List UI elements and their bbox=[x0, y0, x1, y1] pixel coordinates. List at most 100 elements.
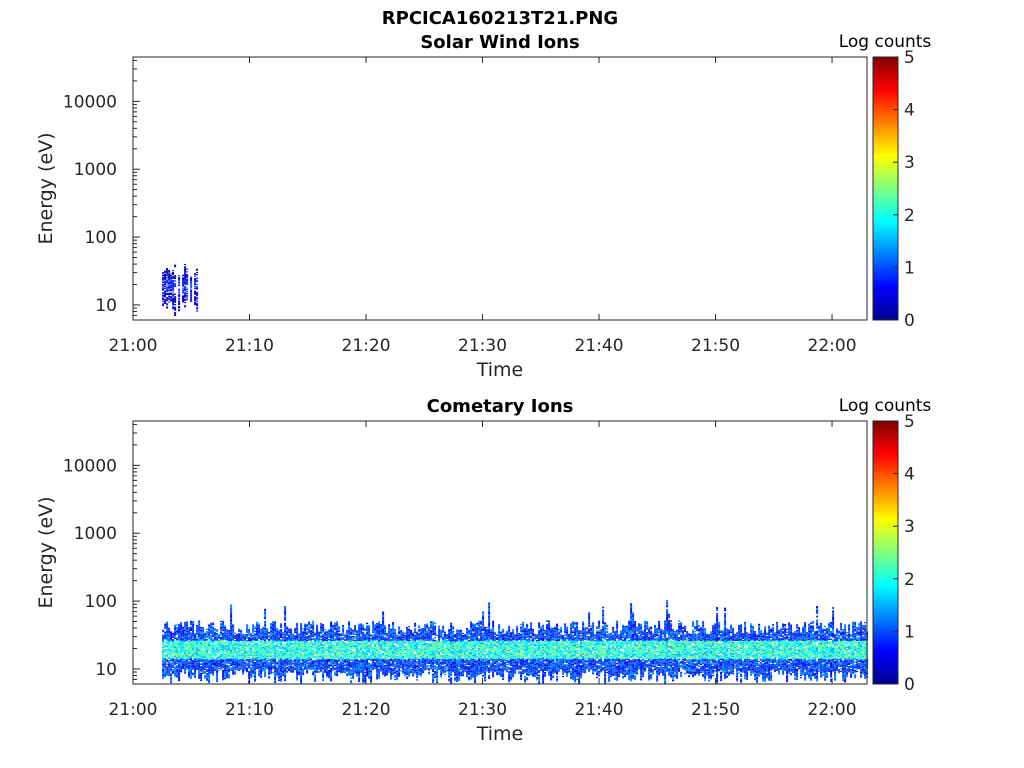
spectrogram-cell bbox=[302, 672, 305, 675]
spectrogram-cell bbox=[246, 641, 249, 643]
spectrogram-cell bbox=[312, 652, 315, 654]
spectrogram-cell bbox=[254, 627, 257, 630]
spectrogram-cell bbox=[356, 657, 359, 659]
spectrogram-cell bbox=[390, 649, 393, 651]
spectrogram-cell bbox=[300, 665, 303, 667]
spectrogram-cell bbox=[276, 628, 279, 630]
spectrogram-cell bbox=[266, 650, 269, 652]
spectrogram-cell bbox=[400, 648, 403, 650]
spectrogram-cell bbox=[234, 659, 237, 661]
spectrogram-cell bbox=[390, 659, 393, 662]
spectrogram-cell bbox=[386, 661, 389, 663]
spectrogram-cell bbox=[162, 304, 165, 306]
spectrogram-cell bbox=[288, 636, 291, 638]
spectrogram-cell bbox=[216, 656, 219, 659]
spectrogram-cell bbox=[192, 664, 195, 666]
spectrogram-cell bbox=[202, 667, 205, 669]
spectrogram-cell bbox=[326, 672, 329, 674]
spectrogram-cell bbox=[164, 293, 167, 295]
spectrogram-cell bbox=[240, 663, 243, 665]
spectrogram-cell bbox=[386, 641, 389, 643]
spectrogram-cell bbox=[368, 646, 371, 648]
spectrogram-cell bbox=[184, 662, 187, 664]
spectrogram-cell bbox=[182, 627, 185, 629]
spectrogram-cell bbox=[340, 662, 343, 664]
spectrogram-cell bbox=[370, 647, 373, 649]
spectrogram-cell bbox=[186, 640, 189, 642]
spectrogram-cell bbox=[212, 631, 215, 633]
spectrogram-cell bbox=[364, 671, 367, 674]
spectrogram-cell bbox=[342, 633, 345, 635]
spectrogram-cell bbox=[200, 633, 203, 636]
spectrogram-cell bbox=[288, 655, 291, 657]
spectrogram-cell bbox=[392, 668, 395, 670]
spectrogram-cell bbox=[196, 627, 199, 629]
spectrogram-cell bbox=[240, 638, 243, 640]
spectrogram-cell bbox=[334, 627, 337, 630]
spectrogram-cell bbox=[240, 640, 243, 642]
spectrogram-cell bbox=[202, 633, 205, 635]
spectrogram-cell bbox=[310, 626, 313, 628]
spectrogram-cell bbox=[260, 652, 263, 654]
spectrogram-cell bbox=[166, 656, 169, 659]
spectrogram-cell bbox=[362, 674, 365, 676]
spectrogram-cell bbox=[282, 636, 285, 638]
spectrogram-cell bbox=[302, 638, 305, 640]
spectrogram-cell bbox=[166, 294, 169, 295]
spectrogram-cell bbox=[174, 641, 177, 643]
spectrogram-cell bbox=[394, 664, 397, 667]
spectrogram-cell bbox=[202, 634, 205, 636]
spectrogram-cell bbox=[346, 653, 349, 655]
spectrogram-cell bbox=[260, 657, 263, 659]
spectrogram-cell bbox=[276, 643, 279, 645]
spectrogram-cell bbox=[186, 297, 189, 299]
spectrogram-cell bbox=[350, 674, 353, 676]
spectrogram-cell bbox=[226, 659, 229, 661]
spectrogram-cell bbox=[268, 670, 271, 672]
spectrogram-cell bbox=[168, 651, 171, 653]
spectrogram-cell bbox=[166, 621, 169, 623]
spectrogram-cell bbox=[396, 666, 399, 668]
spectrogram-cell bbox=[280, 646, 283, 649]
spectrogram-cell bbox=[190, 281, 193, 283]
spectrogram-cell bbox=[386, 646, 389, 648]
spectrogram-cell bbox=[310, 632, 313, 634]
spectrogram-cell bbox=[244, 644, 247, 646]
spectrogram-cell bbox=[162, 638, 165, 640]
spectrogram-cell bbox=[374, 633, 377, 635]
spectrogram-cell bbox=[366, 674, 369, 676]
spectrogram-cell bbox=[206, 660, 209, 662]
spectrogram-cell bbox=[180, 658, 183, 660]
spectrogram-cell bbox=[164, 624, 167, 627]
spectrogram-cell bbox=[178, 282, 181, 284]
spectrogram-cell bbox=[168, 292, 171, 294]
spectrogram-cell bbox=[332, 658, 335, 660]
spectrogram-cell bbox=[278, 679, 281, 681]
spectrogram-cell bbox=[368, 669, 371, 671]
spectrogram-cell bbox=[222, 665, 225, 667]
spectrogram-cell bbox=[294, 646, 297, 648]
spectrogram-cell bbox=[256, 642, 259, 644]
spectrogram-cell bbox=[210, 635, 213, 637]
spectrogram-cell bbox=[182, 281, 185, 283]
y-tick-label: 100 bbox=[85, 228, 117, 248]
spectrogram-cell bbox=[362, 671, 365, 673]
spectrogram-cell bbox=[206, 640, 209, 642]
spectrogram-cell bbox=[236, 656, 239, 658]
spectrogram-cell bbox=[252, 661, 255, 663]
spectrogram-cell bbox=[162, 287, 165, 289]
spectrogram-cell bbox=[318, 662, 321, 664]
spectrogram-cell bbox=[370, 637, 373, 639]
spectrogram-cell bbox=[320, 648, 323, 650]
spectrogram-cell bbox=[400, 656, 403, 657]
spectrogram-cell bbox=[264, 651, 267, 654]
spectrogram-cell bbox=[244, 634, 247, 635]
spectrogram-cell bbox=[326, 636, 329, 638]
spectrogram-cell bbox=[178, 678, 181, 680]
spectrogram-cell bbox=[392, 645, 395, 648]
spectrogram-cell bbox=[164, 657, 167, 659]
spectrogram-cell bbox=[364, 648, 367, 650]
spectrogram-cell bbox=[372, 640, 375, 642]
spectrogram-cell bbox=[244, 668, 247, 670]
spectrogram-cell bbox=[234, 645, 237, 647]
